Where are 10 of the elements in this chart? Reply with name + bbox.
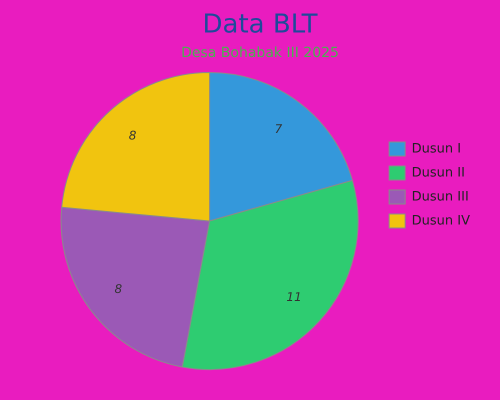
legend-label: Dusun I	[412, 141, 462, 156]
data-label: 11	[286, 290, 302, 304]
legend-label: Dusun III	[412, 189, 469, 204]
legend-label: Dusun II	[412, 165, 465, 180]
chart-title: Data BLT	[202, 9, 318, 40]
legend-label: Dusun IV	[412, 213, 470, 228]
data-label: 8	[128, 128, 137, 143]
data-label: 8	[114, 282, 122, 296]
data-label: 7	[274, 122, 283, 136]
chart-subtitle: Desa Bohabak III 2025	[181, 45, 339, 62]
